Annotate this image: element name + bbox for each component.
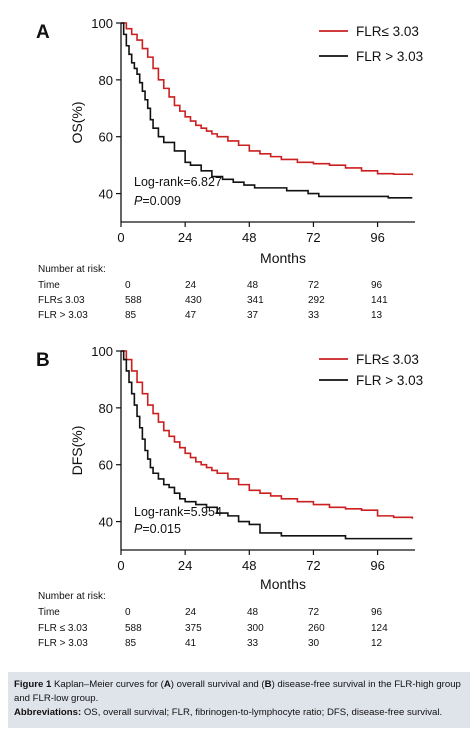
caption-text-2: ) overall survival and (	[170, 679, 265, 690]
risk-cell: 13	[371, 310, 383, 321]
x-tick-label: 0	[117, 558, 124, 573]
legend-label: FLR > 3.03	[356, 49, 423, 64]
x-tick-label: 96	[370, 558, 384, 573]
x-tick-label: 72	[306, 230, 320, 245]
x-axis-label: Months	[260, 250, 306, 266]
log-rank-stat: Log-rank=6.827	[134, 175, 222, 189]
risk-row-label: Time	[38, 607, 60, 618]
caption-figure-label: Figure 1	[14, 679, 52, 690]
risk-cell: 124	[371, 623, 388, 634]
risk-cell: 341	[247, 295, 264, 306]
risk-cell: 85	[125, 310, 137, 321]
y-tick-label: 100	[91, 344, 113, 359]
log-rank-stat: Log-rank=5.954	[134, 505, 222, 519]
risk-cell: 12	[371, 638, 383, 649]
p-value-stat: P=0.015	[134, 522, 181, 536]
p-value-stat: P=0.009	[134, 194, 181, 208]
risk-cell: 41	[185, 638, 197, 649]
series-line-flr-low	[121, 22, 414, 176]
y-tick-label: 40	[99, 515, 113, 530]
caption-panel-a-ref: A	[163, 679, 171, 690]
risk-cell: 37	[247, 310, 259, 321]
risk-row-label: FLR≤ 3.03	[38, 295, 85, 306]
risk-cell: 96	[371, 607, 383, 618]
risk-cell: 33	[247, 638, 259, 649]
risk-table-title: Number at risk:	[38, 591, 106, 602]
panel-letter: B	[36, 350, 50, 371]
risk-cell: 48	[247, 280, 259, 291]
x-axis-label: Months	[260, 576, 306, 592]
series-line-flr-high	[121, 22, 413, 199]
legend-label: FLR≤ 3.03	[356, 24, 419, 39]
series-line-flr-high	[121, 350, 413, 540]
risk-cell: 141	[371, 295, 388, 306]
risk-cell: 30	[308, 638, 320, 649]
risk-cell: 96	[371, 280, 383, 291]
risk-table-title: Number at risk:	[38, 264, 106, 275]
risk-row-label: Time	[38, 280, 60, 291]
y-axis-label: OS(%)	[69, 102, 85, 144]
caption-abbr-label: Abbreviations:	[14, 707, 82, 718]
x-tick-label: 0	[117, 230, 124, 245]
y-axis-label: DFS(%)	[69, 426, 85, 476]
risk-cell: 85	[125, 638, 137, 649]
y-tick-label: 100	[91, 16, 113, 31]
risk-cell: 260	[308, 623, 325, 634]
x-tick-label: 48	[242, 558, 256, 573]
x-tick-label: 24	[178, 230, 192, 245]
legend-label: FLR > 3.03	[356, 373, 423, 388]
risk-cell: 588	[125, 623, 142, 634]
caption-text-3: ) disease-free survival in the FLR-high …	[14, 679, 461, 704]
y-tick-label: 60	[99, 458, 113, 473]
risk-cell: 300	[247, 623, 264, 634]
risk-cell: 72	[308, 607, 320, 618]
kaplan-meier-figure: A 40 60 80 100 0 24 48 72 96 Months OS(%) FLR≤ 3.03 F…	[36, 16, 423, 649]
risk-cell: 24	[185, 280, 197, 291]
y-tick-label: 40	[99, 187, 113, 202]
risk-cell: 0	[125, 280, 131, 291]
risk-row-label: FLR ≤ 3.03	[38, 623, 88, 634]
panel-letter: A	[36, 22, 50, 43]
risk-cell: 48	[247, 607, 259, 618]
risk-cell: 430	[185, 295, 202, 306]
legend-label: FLR≤ 3.03	[356, 352, 419, 367]
risk-row-label: FLR > 3.03	[38, 638, 88, 649]
x-tick-label: 72	[306, 558, 320, 573]
y-tick-label: 80	[99, 73, 113, 88]
risk-cell: 0	[125, 607, 131, 618]
risk-cell: 47	[185, 310, 197, 321]
panel-b: B 40 60 80 100 0 24 48 72 96 Months DFS(%) FLR≤ 3.03…	[36, 344, 423, 649]
caption-abbr-text: OS, overall survival; FLR, fibrinogen-to…	[81, 707, 443, 718]
risk-cell: 33	[308, 310, 320, 321]
risk-cell: 72	[308, 280, 320, 291]
risk-row-label: FLR > 3.03	[38, 310, 88, 321]
caption-abbreviations: Abbreviations: OS, overall survival; FLR…	[14, 706, 464, 720]
series-line-flr-low	[121, 350, 414, 519]
risk-cell: 292	[308, 295, 325, 306]
caption-text-1: Kaplan–Meier curves for (	[51, 679, 164, 690]
risk-cell: 24	[185, 607, 197, 618]
caption-main: Figure 1 Kaplan–Meier curves for (A) ove…	[14, 678, 464, 706]
risk-cell: 375	[185, 623, 202, 634]
panel-a: A 40 60 80 100 0 24 48 72 96 Months OS(%) FLR≤ 3.03 F…	[36, 16, 423, 321]
x-tick-label: 24	[178, 558, 192, 573]
y-tick-label: 80	[99, 401, 113, 416]
figure-caption: Figure 1 Kaplan–Meier curves for (A) ove…	[8, 672, 470, 728]
y-tick-label: 60	[99, 130, 113, 145]
x-tick-label: 48	[242, 230, 256, 245]
x-tick-label: 96	[370, 230, 384, 245]
risk-cell: 588	[125, 295, 142, 306]
caption-panel-b-ref: B	[264, 679, 272, 690]
